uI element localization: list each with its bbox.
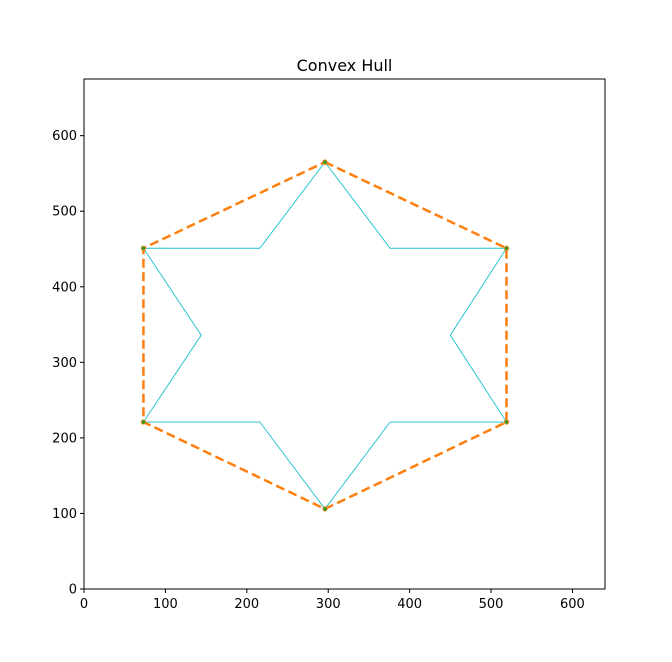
y-tick-label: 300 bbox=[52, 356, 77, 371]
y-tick-label: 100 bbox=[52, 507, 77, 522]
hull-vertex-point bbox=[322, 159, 328, 165]
y-tick-label: 400 bbox=[52, 280, 77, 295]
hull-vertex-point bbox=[140, 245, 147, 251]
x-tick-label: 0 bbox=[80, 597, 88, 612]
plot-frame bbox=[83, 78, 606, 590]
chart-title: Convex Hull bbox=[297, 56, 393, 75]
x-tick-label: 600 bbox=[560, 597, 585, 612]
x-tick-label: 400 bbox=[397, 597, 422, 612]
y-axis: 0 100 200 300 400 500 600 bbox=[52, 129, 84, 598]
x-axis: 0 100 200 300 400 500 600 bbox=[80, 589, 585, 612]
x-tick-label: 200 bbox=[234, 597, 259, 612]
plot-area bbox=[84, 79, 605, 589]
y-tick-label: 600 bbox=[52, 129, 77, 144]
series-layer bbox=[140, 159, 510, 512]
y-tick-label: 200 bbox=[52, 431, 77, 446]
y-tick-label: 0 bbox=[69, 583, 77, 598]
y-tick-label: 500 bbox=[52, 205, 77, 220]
hull-vertex-point bbox=[322, 506, 328, 512]
x-tick-label: 500 bbox=[479, 597, 504, 612]
hull-vertex-point bbox=[140, 419, 147, 425]
x-tick-label: 100 bbox=[153, 597, 178, 612]
hull-vertex-point bbox=[503, 419, 510, 425]
x-tick-label: 300 bbox=[316, 597, 341, 612]
hull-vertex-point bbox=[503, 245, 510, 251]
